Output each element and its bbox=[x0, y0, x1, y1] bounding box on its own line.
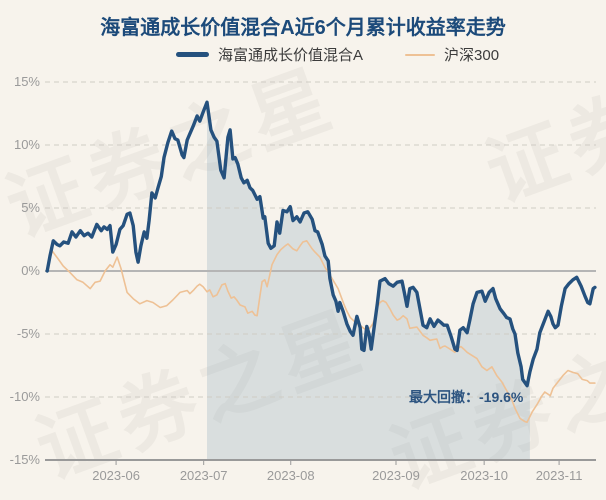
x-axis-label: 2023-08 bbox=[266, 468, 315, 483]
drawdown-shade-area bbox=[207, 102, 530, 460]
hs300-line bbox=[46, 240, 596, 424]
y-axis-label: 10% bbox=[13, 137, 40, 152]
x-axis-label: 2023-09 bbox=[372, 468, 420, 483]
x-axis-label: 2023-11 bbox=[535, 468, 583, 483]
fund-line bbox=[45, 100, 597, 388]
fund-line-swatch bbox=[176, 52, 209, 57]
page-title: 海富通成长价值混合A近6个月累计收益率走势 bbox=[100, 17, 506, 39]
y-axis-label: 5% bbox=[21, 200, 40, 215]
x-axis-label: 2023-07 bbox=[179, 468, 228, 483]
legend: 海富通成长价值混合A 沪深300 bbox=[176, 44, 499, 65]
y-axis-label: -15% bbox=[9, 452, 40, 467]
legend-label-fund: 海富通成长价值混合A bbox=[218, 47, 364, 64]
legend-item-hs300[interactable]: 沪深300 bbox=[405, 44, 499, 65]
legend-item-fund[interactable]: 海富通成长价值混合A bbox=[176, 44, 363, 65]
max-drawdown-annotation: 最大回撤：-19.6% bbox=[409, 389, 524, 405]
y-axis-label: -10% bbox=[9, 389, 40, 404]
x-axis-label: 2023-10 bbox=[460, 468, 508, 483]
axis-ticks bbox=[115, 460, 560, 465]
x-axis-label: 2023-06 bbox=[92, 468, 140, 483]
grid-lines bbox=[45, 81, 596, 461]
hs300-line-swatch bbox=[405, 53, 436, 56]
y-axis-label: -5% bbox=[16, 326, 40, 341]
legend-label-hs300: 沪深300 bbox=[444, 47, 500, 64]
y-axis-label: 0% bbox=[21, 263, 40, 278]
y-axis-label: 15% bbox=[13, 74, 40, 89]
